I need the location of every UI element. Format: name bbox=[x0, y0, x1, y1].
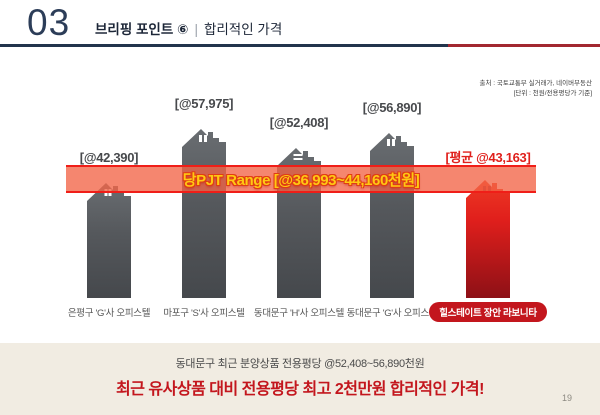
section-number: 03 bbox=[27, 2, 71, 43]
bar-category-label: 마포구 'S'사 오피스텔 bbox=[163, 308, 245, 319]
source-note: 출처 : 국토교통부 실거래가, 네이버부동산 [단위 : 천원/전용평당가 기… bbox=[480, 79, 593, 99]
bar-category-label: 동대문구 'G'사 오피스텔 bbox=[346, 308, 438, 319]
bar-category-label: 힐스테이트 장안 라보니타 bbox=[413, 302, 563, 322]
bar-value-label: [@56,890] bbox=[362, 100, 422, 115]
range-band-label: 당PJT Range [@36,993~44,160천원] bbox=[182, 171, 420, 189]
bar-building bbox=[182, 129, 226, 298]
bar-building bbox=[87, 183, 131, 298]
summary-box: 동대문구 최근 분양상품 전용평당 @52,408~56,890천원 최근 유사… bbox=[0, 343, 600, 415]
bar-building bbox=[370, 133, 414, 298]
title-subtitle: 합리적인 가격 bbox=[203, 22, 283, 37]
summary-line-1: 동대문구 최근 분양상품 전용평당 @52,408~56,890천원 bbox=[175, 358, 425, 370]
header-rule bbox=[0, 44, 600, 47]
header-rule-navy bbox=[0, 44, 448, 47]
bar-value-label: [@52,408] bbox=[269, 115, 329, 130]
building-windows-icon bbox=[387, 139, 395, 146]
building-windows-icon bbox=[293, 154, 303, 160]
bar-value-label: [@42,390] bbox=[79, 150, 139, 165]
source-line: 출처 : 국토교통부 실거래가, 네이버부동산 bbox=[479, 80, 593, 87]
bar-value-label: [평균 @43,163] bbox=[445, 150, 531, 165]
page-number: 19 bbox=[561, 393, 572, 403]
bar-value-label: [@57,975] bbox=[174, 96, 234, 111]
title-separator: | bbox=[194, 22, 198, 37]
bar-category-label: 동대문구 'H'사 오피스텔 bbox=[253, 308, 345, 319]
pjt-range-band: 당PJT Range [@36,993~44,160천원] bbox=[66, 165, 536, 193]
header-rule-red bbox=[448, 44, 600, 47]
building-windows-icon bbox=[199, 135, 207, 142]
highlight-category-pill: 힐스테이트 장안 라보니타 bbox=[429, 302, 547, 322]
unit-line: [단위 : 천원/전용평당가 기준] bbox=[513, 90, 592, 98]
page-title: 브리핑 포인트 ⑥ | 합리적인 가격 bbox=[95, 18, 282, 38]
slide-header: 03 브리핑 포인트 ⑥ | 합리적인 가격 bbox=[0, 0, 600, 48]
summary-line-2: 최근 유사상품 대비 전용평당 최고 2천만원 합리적인 가격! bbox=[116, 381, 484, 398]
price-comparison-chart: 당PJT Range [@36,993~44,160천원] [@42,390] 은… bbox=[66, 96, 563, 322]
bar-building-highlight bbox=[466, 180, 510, 298]
bar-category-label: 은평구 'G'사 오피스텔 bbox=[67, 308, 151, 319]
title-main: 브리핑 포인트 ⑥ bbox=[95, 22, 189, 37]
